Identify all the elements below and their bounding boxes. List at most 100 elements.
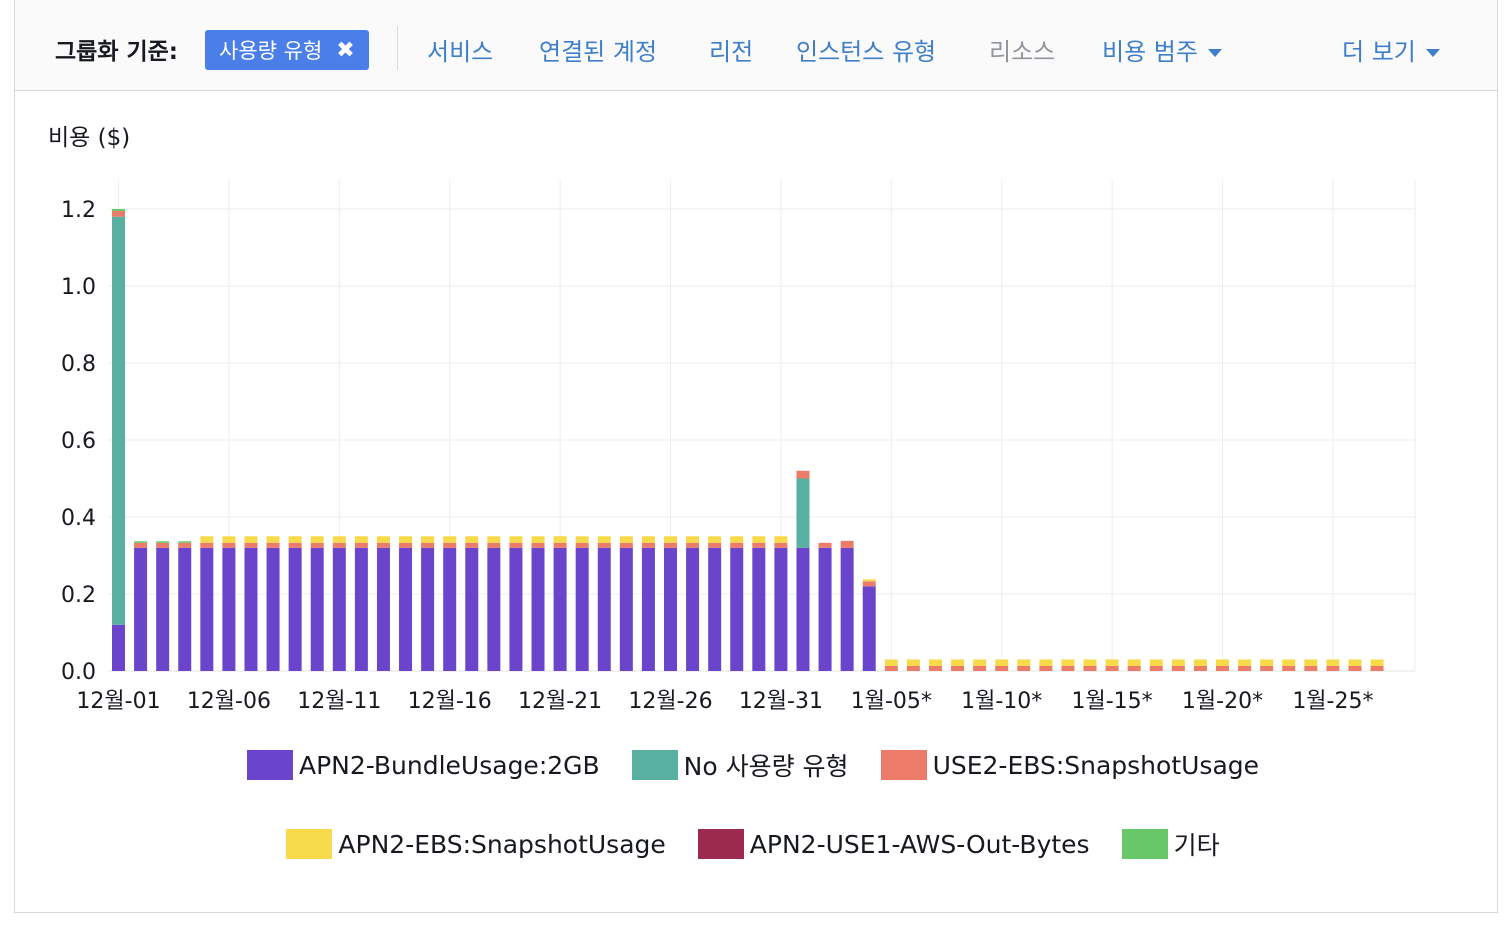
- bar-segment[interactable]: [1326, 659, 1340, 666]
- bar-segment[interactable]: [774, 536, 788, 543]
- bar-segment[interactable]: [752, 536, 766, 543]
- bar-segment[interactable]: [597, 547, 611, 671]
- bar-segment[interactable]: [1083, 659, 1097, 666]
- bar-segment[interactable]: [376, 536, 390, 543]
- bar-segment[interactable]: [509, 547, 523, 671]
- group-by-chip[interactable]: 사용량 유형 ✖: [205, 30, 369, 70]
- bar-segment[interactable]: [1171, 659, 1185, 666]
- bar-segment[interactable]: [222, 547, 236, 671]
- legend-item[interactable]: APN2-BundleUsage:2GB: [246, 747, 600, 783]
- bar-segment[interactable]: [421, 547, 435, 671]
- bar-segment[interactable]: [1061, 659, 1075, 666]
- bar-segment[interactable]: [112, 209, 125, 211]
- legend-item[interactable]: No 사용량 유형: [631, 747, 849, 783]
- bar-segment[interactable]: [575, 547, 589, 671]
- bar-segment[interactable]: [531, 542, 545, 548]
- bar-segment[interactable]: [178, 547, 192, 671]
- bar-segment[interactable]: [487, 542, 501, 548]
- bar-segment[interactable]: [112, 210, 125, 217]
- bar-segment[interactable]: [641, 536, 655, 543]
- bar-segment[interactable]: [1304, 659, 1318, 666]
- bar-segment[interactable]: [531, 547, 545, 671]
- bar-segment[interactable]: [112, 216, 125, 625]
- bar-segment[interactable]: [156, 542, 170, 548]
- bar-segment[interactable]: [686, 536, 700, 543]
- bar-segment[interactable]: [951, 659, 965, 666]
- bar-segment[interactable]: [1061, 665, 1075, 671]
- bar-segment[interactable]: [818, 547, 832, 671]
- bar-segment[interactable]: [1260, 659, 1274, 666]
- bar-segment[interactable]: [354, 536, 368, 543]
- bar-segment[interactable]: [730, 536, 744, 543]
- bar-segment[interactable]: [487, 536, 501, 543]
- bar-segment[interactable]: [686, 547, 700, 671]
- bar-segment[interactable]: [686, 542, 700, 548]
- bar-segment[interactable]: [553, 547, 567, 671]
- bar-segment[interactable]: [1216, 659, 1229, 666]
- bar-segment[interactable]: [575, 536, 589, 543]
- bar-segment[interactable]: [1326, 665, 1340, 671]
- close-icon[interactable]: ✖: [336, 37, 355, 63]
- bar-segment[interactable]: [465, 542, 479, 548]
- bar-segment[interactable]: [531, 536, 545, 543]
- bar-segment[interactable]: [376, 547, 390, 671]
- bar-segment[interactable]: [332, 542, 346, 548]
- bar-segment[interactable]: [1039, 659, 1053, 666]
- bar-segment[interactable]: [112, 624, 125, 671]
- bar-segment[interactable]: [200, 542, 214, 548]
- bar-segment[interactable]: [310, 536, 324, 543]
- bar-segment[interactable]: [708, 536, 722, 543]
- bar-segment[interactable]: [200, 547, 214, 671]
- bar-segment[interactable]: [1127, 659, 1141, 666]
- bar-segment[interactable]: [266, 536, 280, 543]
- bar-segment[interactable]: [708, 547, 722, 671]
- bar-segment[interactable]: [619, 547, 633, 671]
- bar-segment[interactable]: [1171, 665, 1185, 671]
- bar-segment[interactable]: [134, 541, 148, 543]
- bar-segment[interactable]: [1193, 659, 1207, 666]
- bar-segment[interactable]: [509, 542, 523, 548]
- bar-segment[interactable]: [354, 542, 368, 548]
- bar-segment[interactable]: [310, 542, 324, 548]
- bar-segment[interactable]: [1370, 665, 1384, 671]
- bar-segment[interactable]: [178, 542, 192, 548]
- bar-segment[interactable]: [641, 547, 655, 671]
- bar-segment[interactable]: [443, 547, 457, 671]
- bar-segment[interactable]: [1083, 665, 1097, 671]
- more-dropdown[interactable]: 더 보기: [1342, 32, 1440, 67]
- bar-segment[interactable]: [1216, 665, 1229, 671]
- bar-segment[interactable]: [884, 659, 898, 666]
- bar-segment[interactable]: [1149, 665, 1163, 671]
- legend-item[interactable]: APN2-USE1-AWS-Out-Bytes: [697, 826, 1090, 862]
- bar-segment[interactable]: [906, 665, 920, 671]
- bar-segment[interactable]: [553, 542, 567, 548]
- tab-cost-category[interactable]: 비용 범주: [1102, 32, 1222, 67]
- bar-segment[interactable]: [266, 547, 280, 671]
- bar-segment[interactable]: [730, 547, 744, 671]
- bar-segment[interactable]: [443, 536, 457, 543]
- bar-segment[interactable]: [465, 547, 479, 671]
- bar-segment[interactable]: [465, 536, 479, 543]
- bar-segment[interactable]: [354, 547, 368, 671]
- bar-segment[interactable]: [376, 542, 390, 548]
- bar-segment[interactable]: [906, 659, 920, 666]
- bar-segment[interactable]: [995, 659, 1009, 666]
- bar-segment[interactable]: [928, 665, 942, 671]
- bar-segment[interactable]: [884, 665, 898, 671]
- bar-segment[interactable]: [619, 542, 633, 548]
- bar-segment[interactable]: [156, 547, 170, 671]
- legend-item[interactable]: APN2-EBS:SnapshotUsage: [286, 826, 666, 862]
- bar-segment[interactable]: [1348, 665, 1362, 671]
- bar-segment[interactable]: [862, 579, 876, 582]
- bar-segment[interactable]: [244, 542, 258, 548]
- bar-segment[interactable]: [487, 547, 501, 671]
- bar-segment[interactable]: [244, 547, 258, 671]
- bar-segment[interactable]: [597, 542, 611, 548]
- bar-segment[interactable]: [1149, 659, 1163, 666]
- bar-segment[interactable]: [575, 542, 589, 548]
- bar-segment[interactable]: [134, 542, 148, 548]
- bar-segment[interactable]: [796, 547, 810, 671]
- bar-segment[interactable]: [399, 547, 413, 671]
- tab-linked-account[interactable]: 연결된 계정: [539, 32, 657, 67]
- bar-segment[interactable]: [1193, 665, 1207, 671]
